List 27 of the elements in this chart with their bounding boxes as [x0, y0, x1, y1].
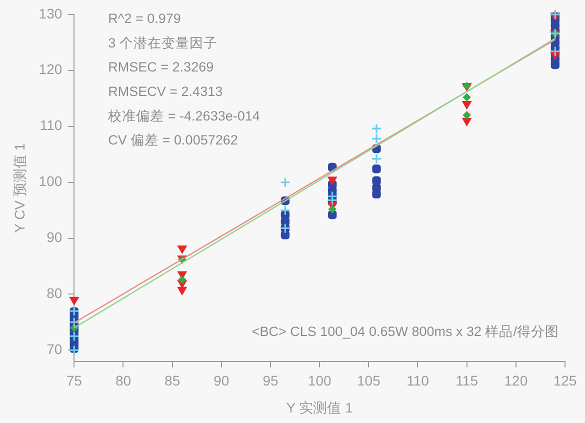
- x-tick-label: 75: [66, 372, 82, 389]
- x-tick-label: 105: [356, 372, 381, 389]
- y-axis-title: Y CV 预测值 1: [11, 142, 28, 233]
- x-tick-label: 90: [214, 372, 230, 389]
- x-tick-label: 95: [262, 372, 278, 389]
- y-tick-label: 130: [38, 5, 62, 22]
- x-tick-label: 120: [504, 372, 528, 389]
- annotation: RMSEC = 2.3269: [108, 60, 214, 75]
- x-tick-label: 85: [164, 372, 180, 389]
- x-tick-label: 100: [308, 372, 332, 389]
- annotation: 校准偏差 = -4.2633e-014: [107, 108, 260, 124]
- x-tick-label: 110: [406, 372, 430, 389]
- annotation: RMSECV = 2.4313: [108, 84, 223, 100]
- y-tick-label: 70: [46, 341, 62, 358]
- y-tick-label: 80: [46, 285, 62, 302]
- y-tick-label: 110: [40, 117, 62, 134]
- x-axis-title: Y 实测值 1: [286, 399, 354, 416]
- annotation: R^2 = 0.979: [108, 11, 181, 26]
- annotation: CV 偏差 = 0.0057262: [108, 132, 238, 148]
- x-tick-label: 125: [553, 372, 577, 389]
- y-tick-label: 90: [46, 229, 62, 246]
- annotation: 3 个潜在变量因子: [108, 35, 218, 50]
- annotation: <BC> CLS 100_04 0.65W 800ms x 32 样品/得分图: [252, 324, 559, 340]
- x-tick-label: 80: [115, 372, 132, 389]
- y-tick-label: 120: [38, 61, 62, 78]
- y-tick-label: 100: [38, 173, 62, 190]
- x-tick-label: 115: [456, 372, 478, 389]
